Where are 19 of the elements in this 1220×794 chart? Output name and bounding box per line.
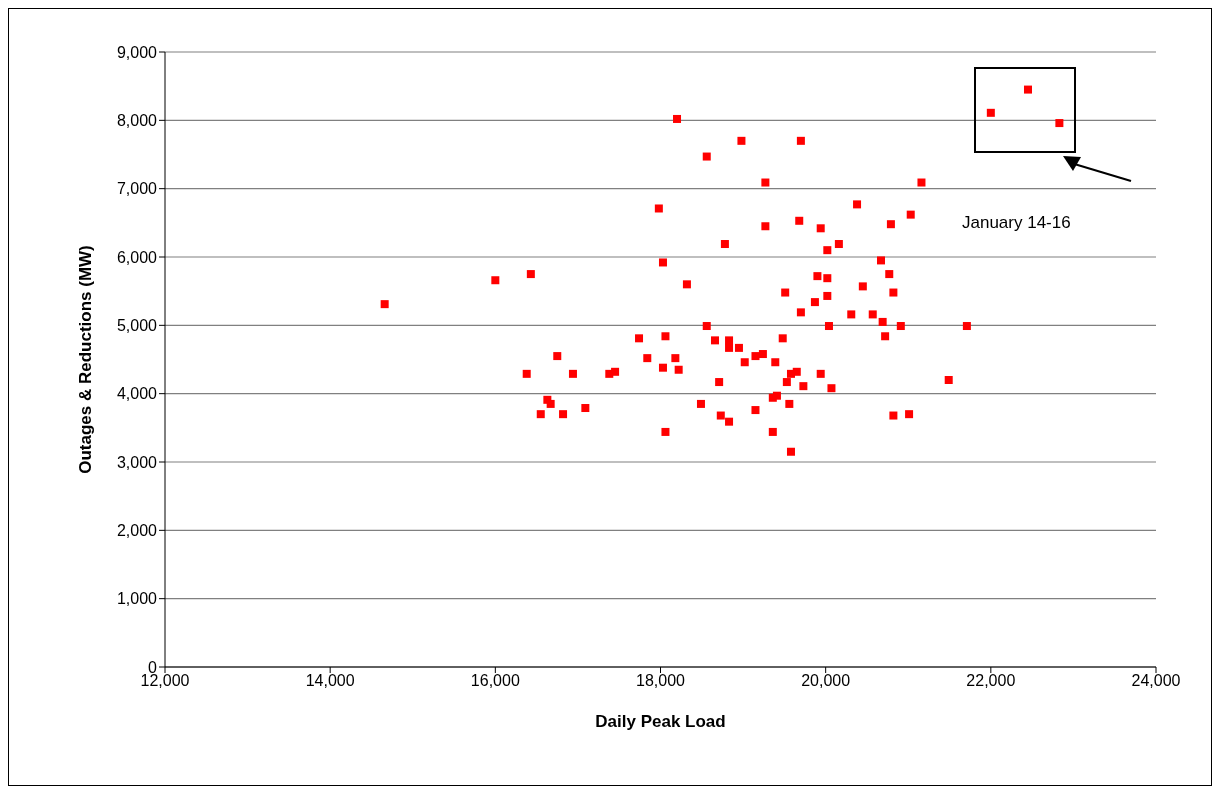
y-tick-label: 7,000 bbox=[116, 180, 158, 198]
y-tick-label: 3,000 bbox=[116, 453, 158, 471]
y-axis-title: Outages & Reductions (MW) bbox=[76, 245, 96, 474]
y-tick-label: 9,000 bbox=[116, 43, 158, 61]
x-tick-label: 20,000 bbox=[801, 672, 851, 690]
x-tick-label: 18,000 bbox=[636, 672, 686, 690]
x-tick-label: 12,000 bbox=[140, 672, 190, 690]
x-tick-label: 16,000 bbox=[470, 672, 520, 690]
y-tick-label: 6,000 bbox=[116, 248, 158, 266]
x-tick-label: 22,000 bbox=[966, 672, 1016, 690]
y-tick-label: 2,000 bbox=[116, 522, 158, 540]
y-tick-label: 4,000 bbox=[116, 385, 158, 403]
y-tick-label: 8,000 bbox=[116, 112, 158, 130]
y-tick-label: 1,000 bbox=[116, 590, 158, 608]
x-axis-title: Daily Peak Load bbox=[595, 712, 726, 731]
x-tick-label: 24,000 bbox=[1131, 672, 1181, 690]
y-tick-label: 5,000 bbox=[116, 317, 158, 335]
x-tick-label: 14,000 bbox=[305, 672, 355, 690]
annotation: January 14-16 bbox=[962, 213, 1071, 233]
